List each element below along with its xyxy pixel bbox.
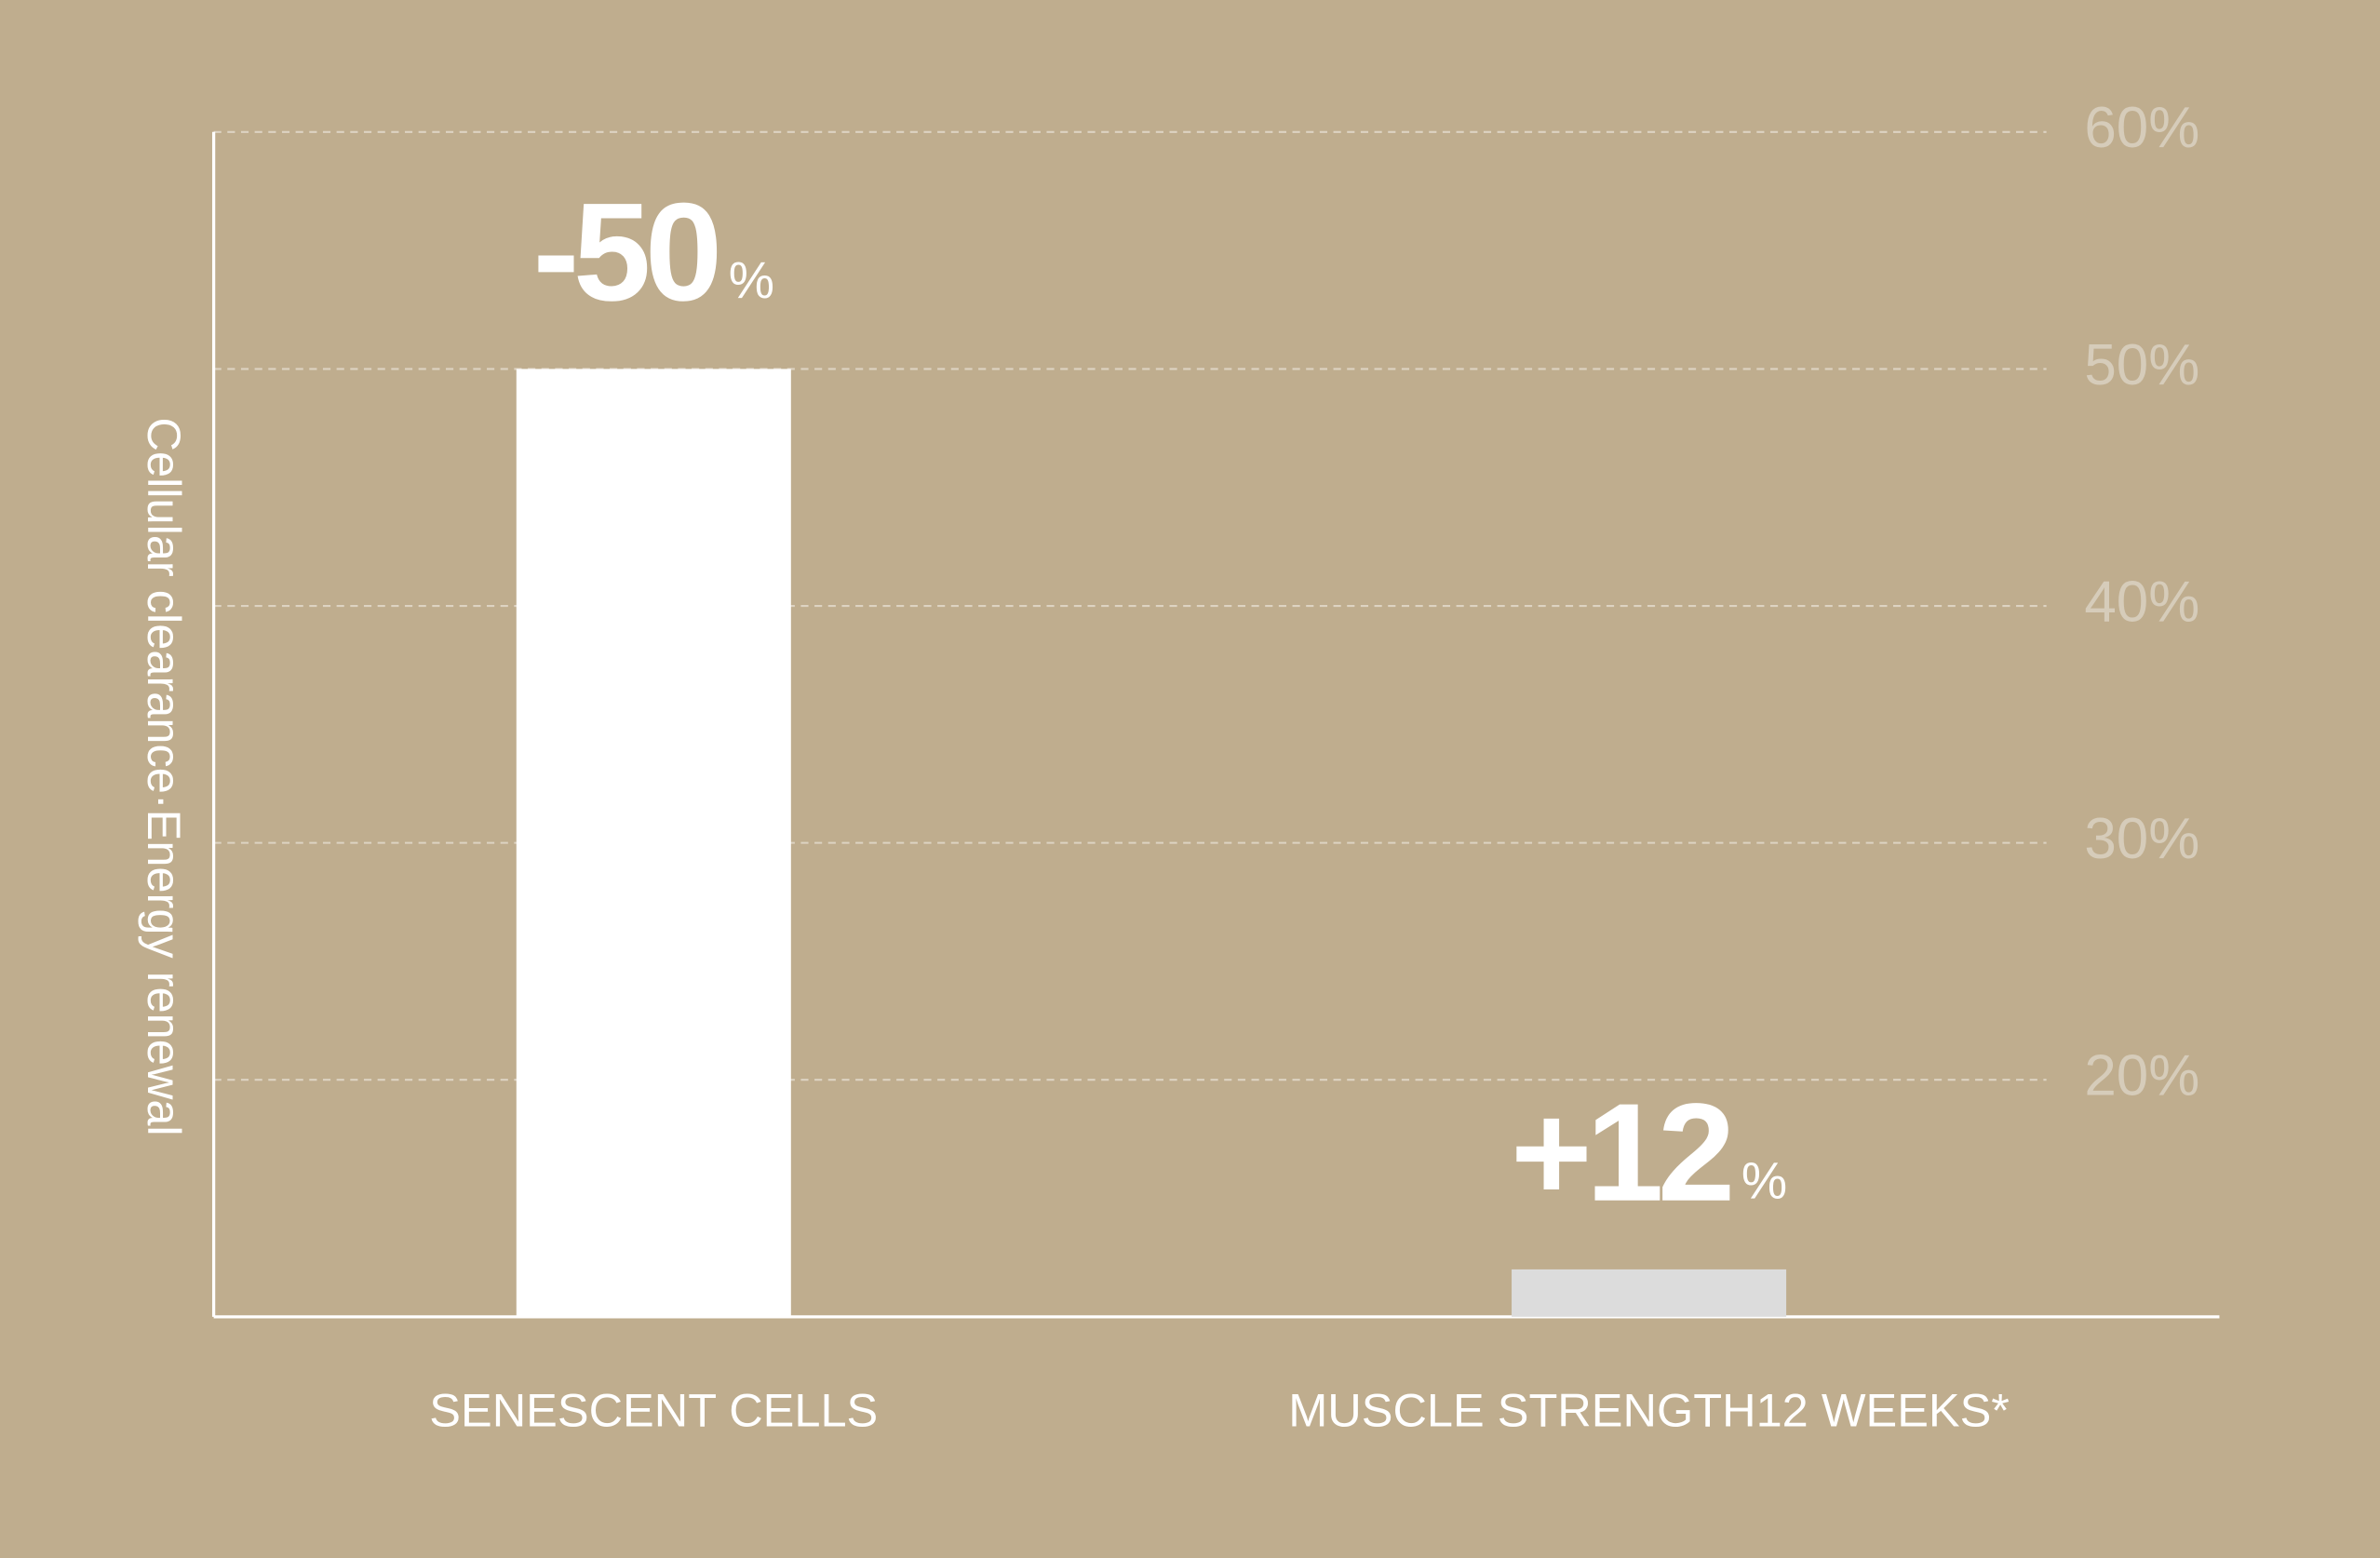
y-tick-label: 20% <box>2084 1044 2199 1108</box>
x-tick-label: SENESCENT CELLS <box>429 1383 878 1436</box>
bar <box>516 369 791 1317</box>
x-tick-label: MUSCLE STRENGTH12 WEEKS* <box>1288 1383 2010 1436</box>
bar <box>1512 1269 1787 1317</box>
y-axis-title: Cellular clearance·Energy renewal <box>138 417 191 1135</box>
value-label: -50% <box>533 173 774 329</box>
y-tick-label: 30% <box>2084 807 2199 871</box>
y-tick-label: 60% <box>2084 96 2199 160</box>
y-tick-label: 40% <box>2084 570 2199 634</box>
y-tick-label: 50% <box>2084 333 2199 397</box>
value-label: +12% <box>1511 1073 1787 1229</box>
